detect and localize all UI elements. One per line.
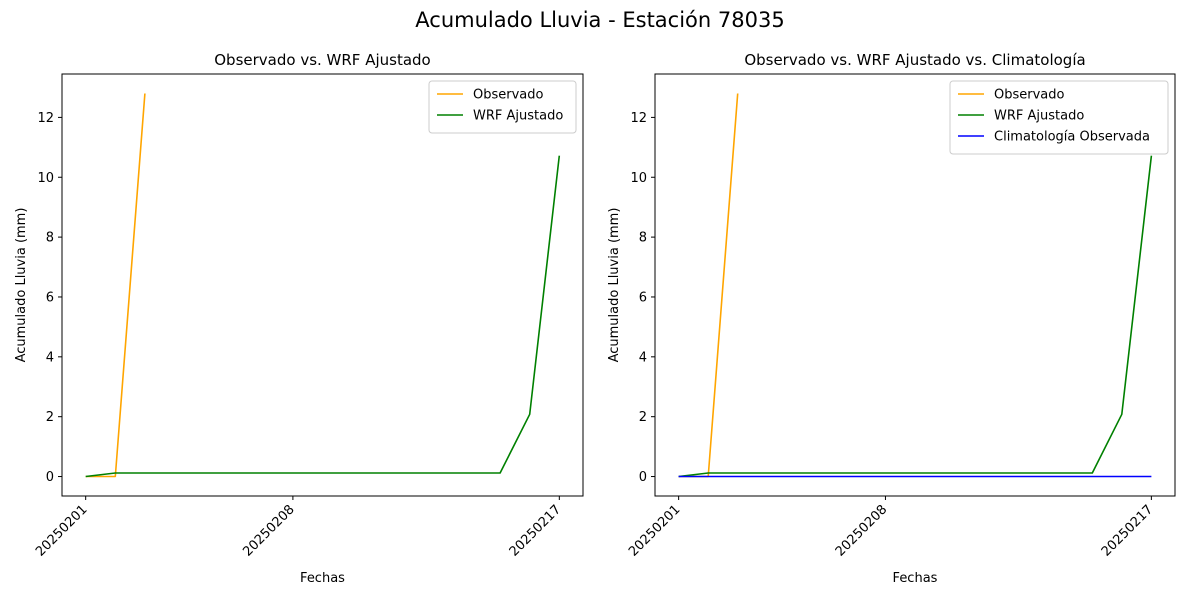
figure-title: Acumulado Lluvia - Estación 78035: [415, 8, 785, 32]
axes-title: Observado vs. WRF Ajustado: [214, 51, 430, 69]
y-tick-label: 2: [46, 410, 54, 425]
y-tick-label: 8: [639, 231, 647, 246]
axes-frame: [654, 73, 1176, 497]
series-line-1: [85, 93, 146, 478]
y-axis-label: Acumulado Lluvia (mm): [14, 208, 29, 363]
legend-box: [949, 80, 1169, 155]
series-line-2: [678, 155, 1153, 478]
legend-label: WRF Ajustado: [473, 109, 563, 124]
legend-label: Observado: [473, 88, 544, 103]
y-tick-label: 4: [46, 350, 54, 365]
x-tick-label: 20250201: [626, 502, 683, 559]
x-tick-label: 20250217: [1099, 502, 1156, 559]
axes-title: Observado vs. WRF Ajustado vs. Climatolo…: [744, 51, 1085, 69]
x-tick-label: 20250217: [507, 502, 564, 559]
x-tick-label: 20250208: [833, 502, 890, 559]
x-tick-label: 20250201: [33, 502, 90, 559]
x-axis-label: Fechas: [300, 571, 345, 586]
series-line-1: [678, 93, 739, 478]
y-tick-label: 4: [639, 350, 647, 365]
x-tick-label: 20250208: [240, 502, 297, 559]
x-axis-label: Fechas: [893, 571, 938, 586]
y-tick-label: 0: [46, 470, 54, 485]
y-tick-label: 12: [37, 111, 54, 126]
legend-label: Climatología Observada: [994, 130, 1150, 145]
legend-label: Observado: [994, 88, 1065, 103]
y-tick-label: 0: [639, 470, 647, 485]
series-line-2: [85, 155, 561, 478]
chart-panel-2: Observado vs. WRF Ajustado vs. Climatolo…: [607, 51, 1176, 586]
chart-panel-1: Observado vs. WRF Ajustado 0 2 4 6 8 10 12 20250…: [14, 51, 584, 586]
legend-box: [428, 80, 577, 134]
y-axis-label: Acumulado Lluvia (mm): [607, 208, 622, 363]
y-tick-label: 10: [37, 171, 54, 186]
y-tick-label: 6: [46, 290, 54, 305]
y-tick-label: 6: [639, 290, 647, 305]
axes-frame: [61, 73, 584, 497]
y-tick-label: 10: [630, 171, 647, 186]
legend-label: WRF Ajustado: [994, 109, 1084, 124]
y-tick-label: 12: [630, 111, 647, 126]
y-tick-label: 8: [46, 231, 54, 246]
y-tick-label: 2: [639, 410, 647, 425]
